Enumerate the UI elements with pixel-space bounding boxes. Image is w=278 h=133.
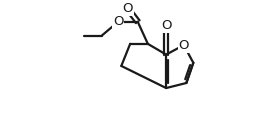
Text: O: O bbox=[113, 15, 123, 28]
Text: O: O bbox=[178, 39, 189, 52]
Text: O: O bbox=[161, 19, 172, 32]
Text: O: O bbox=[122, 2, 133, 15]
